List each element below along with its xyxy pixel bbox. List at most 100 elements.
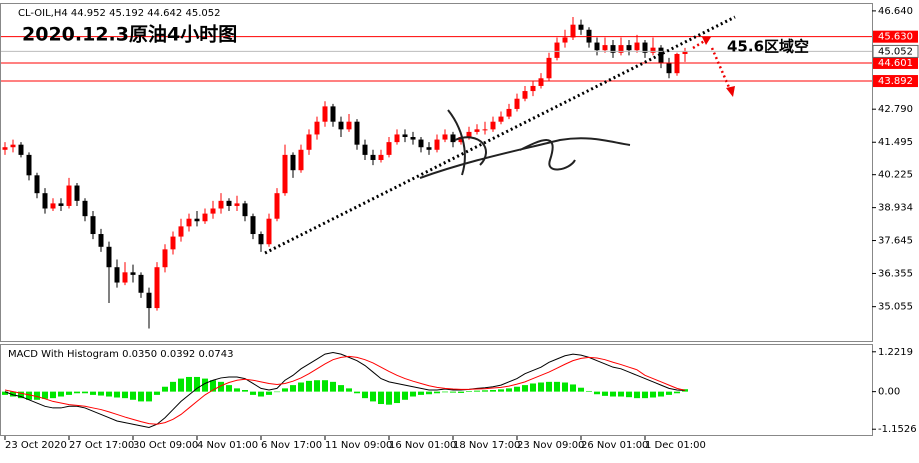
candle-body [122,272,128,283]
candle-body [282,154,288,194]
x-tick-label: 27 Oct 17:00 [69,440,134,451]
macd-line [4,355,686,425]
candle-body [2,147,8,150]
candle-body [234,203,240,206]
candle-body [458,137,464,143]
histogram-bar [218,381,224,392]
histogram-bar [514,386,520,392]
level-tag [873,75,918,88]
histogram-bar [618,391,624,397]
candle-body [106,246,112,268]
y-tick-label: 40.225 [878,170,913,181]
current-price-label: 45.052 [878,46,913,57]
y-tick-label: 1.2219 [878,347,913,358]
histogram-bar [434,391,440,394]
candle-body [490,121,496,130]
x-tick-label: 16 Nov 01:00 [389,440,456,451]
candle-body [82,200,88,217]
candle-body [18,144,24,155]
macd-panel [0,344,873,436]
histogram-bar [570,384,576,392]
candle-body [442,134,448,140]
candle-body [218,200,224,209]
candle-body [66,185,72,206]
low: 44.642 [147,8,182,19]
y-tick-label: 42.790 [878,104,913,115]
candle-body [650,47,656,53]
histogram-bar [138,391,144,402]
candle-body [114,267,120,283]
signature [419,109,631,179]
candle-body [74,185,80,201]
histogram-bar [58,391,64,397]
candle-body [666,62,672,74]
histogram-bar [298,382,304,392]
close: 45.052 [185,8,220,19]
candle-body [482,129,488,131]
histogram-bar [458,391,464,393]
level-tag [873,30,918,43]
x-tick-label: 1 Dec 01:00 [645,440,706,451]
histogram-bar [538,382,544,392]
candle-body [322,106,328,122]
candle-body [514,98,520,109]
histogram-bar [162,386,168,392]
candle-body [554,42,560,58]
histogram-bar [42,391,48,399]
x-tick-label: 18 Nov 17:00 [453,440,520,451]
candle-body [98,234,104,247]
histogram-bar [122,391,128,399]
histogram-bar [330,381,336,392]
annotation: 45.6区域空 [727,38,809,56]
candle-body [266,218,272,245]
histogram-bar [506,388,512,392]
histogram-bar [474,390,480,392]
histogram-bar [554,381,560,392]
candle-body [314,121,320,135]
x-tick-label: 6 Nov 17:00 [261,440,322,451]
histogram-bar [186,376,192,392]
candle-body [258,234,264,245]
symbol-header: CL-OIL,H4 44.952 45.192 44.642 45.052 [18,8,220,19]
candle-body [610,45,616,53]
histogram-bar [650,391,656,398]
histogram-bar [226,385,232,392]
histogram-bar [346,388,352,392]
histogram-bar [114,391,120,398]
plot-layer: 46.640 42.790 41.495 40.225 38.934 37.645 36.3… [1,6,919,451]
level-label: 43.892 [878,76,913,87]
candle-body [306,134,312,150]
y-tick-label: 0.00 [878,387,900,398]
histogram-bar [578,387,584,392]
main-panel [0,3,873,342]
candle-body [346,121,352,130]
histogram-bar [674,391,680,394]
candle-body [42,193,48,209]
macd-title: MACD With Histogram [8,349,119,360]
histogram-bar [602,391,608,396]
y-tick-label: 46.640 [878,6,913,17]
y-tick-label: 35.055 [878,302,913,313]
candle-body [178,226,184,237]
candle-body [626,45,632,51]
candle-body [10,144,16,148]
histogram-bar [18,391,24,399]
candle-body [426,147,432,150]
macd-value: 0.0350 [122,349,157,360]
histogram-bar [282,388,288,392]
candle-body [370,154,376,160]
candle-body [538,78,544,86]
candle-body [274,193,280,219]
histogram-bar [266,391,272,395]
level-label: 44.601 [878,58,913,69]
y-tick-label: 37.645 [878,236,913,247]
histogram-bar [498,389,504,392]
candle-body [402,134,408,138]
candle-body [338,121,344,130]
candle-body [34,175,40,194]
candle-body [570,24,576,38]
candle-body [210,208,216,214]
candle-body [642,42,648,53]
histogram-bar [370,391,376,402]
x-tick-label: 23 Nov 09:00 [517,440,584,451]
